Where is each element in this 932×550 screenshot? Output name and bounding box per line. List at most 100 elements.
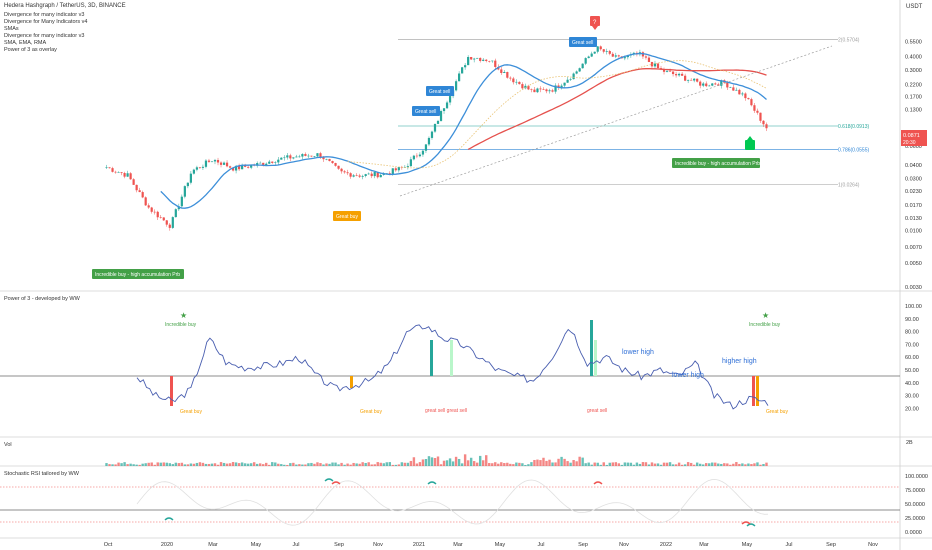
candle-body <box>156 211 159 218</box>
volume-bar <box>729 464 732 466</box>
indicator-5[interactable]: SMA, EMA, RMA <box>4 40 47 46</box>
candle-body <box>587 56 590 59</box>
power-tick: 30.00 <box>905 394 919 400</box>
volume-bar <box>171 464 175 466</box>
fib-label: 1(0.0264) <box>838 182 860 188</box>
indicator-2[interactable]: Divergence for Many Indicators v4 <box>4 19 87 25</box>
candle-body <box>231 167 235 171</box>
fib-levels: 2(0.5704) 0.618(0.0913) 0.786(0.0555) 1(0.0… <box>398 38 869 188</box>
volume-bar <box>644 462 648 466</box>
volume-bar <box>545 460 548 466</box>
candle-body <box>349 173 352 177</box>
candle-body <box>717 84 720 86</box>
volume-bar <box>427 456 431 466</box>
candle-body <box>376 172 379 178</box>
indicator-3[interactable]: SMAs <box>4 26 19 32</box>
candle-body <box>319 153 322 158</box>
price-axis[interactable]: 0.55000.40000.30000.22000.17000.13000.07… <box>905 39 922 291</box>
buy-flag-bottom[interactable] <box>745 136 755 150</box>
candle-body <box>479 57 482 61</box>
great-sell-label-3[interactable]: Great sell <box>569 37 597 47</box>
volume-bar <box>424 459 428 466</box>
volume-bar <box>258 463 262 466</box>
indicator-1[interactable]: Divergence for many indicator v3 <box>4 12 84 18</box>
volume-bar <box>445 460 449 466</box>
volume-bar <box>277 463 280 466</box>
candle-body <box>228 166 232 168</box>
volume-bar <box>744 464 747 466</box>
great-buy-label[interactable]: Great buy <box>333 211 361 221</box>
incredible-buy-label-1[interactable]: Incredible buy - high accumulation Prb <box>92 269 184 279</box>
candle-body <box>759 112 762 121</box>
candle-body <box>262 162 265 166</box>
volume-bar <box>695 462 699 466</box>
volume-bar <box>569 462 572 466</box>
stoch-signal <box>331 481 341 485</box>
stoch-tick: 0.0000 <box>905 530 922 536</box>
sma-blue-line <box>160 52 767 209</box>
time-axis[interactable]: Oct 2020 Mar May Jul Sep Nov 2021 Mar May Jul Sep No… <box>104 542 878 548</box>
candle-body <box>599 46 602 50</box>
candle-body <box>234 165 238 171</box>
power-tick: 90.00 <box>905 317 919 323</box>
sell-flag-top[interactable]: ? <box>590 16 600 30</box>
incredible-buy-label-2[interactable]: Incredible buy - high accumulation Prb <box>672 158 760 168</box>
volume-bar <box>472 461 476 466</box>
indicator-6[interactable]: Power of 3 as overlay <box>4 47 57 53</box>
ema-yellow-line <box>347 60 767 169</box>
volume-bar <box>714 462 717 466</box>
volume-bar <box>274 462 277 466</box>
time-tick: Nov <box>868 542 878 548</box>
candle-body <box>605 51 608 52</box>
volume-bar <box>204 463 208 466</box>
time-tick: Mar <box>699 542 709 548</box>
great-sell-label-1[interactable]: Great sell <box>412 106 440 116</box>
candle-body <box>714 83 717 85</box>
candle-body <box>406 166 409 168</box>
indicator-4[interactable]: Divergence for many indicator v3 <box>4 33 84 39</box>
volume-bar <box>711 462 714 466</box>
time-tick: Sep <box>826 542 836 548</box>
candle-body <box>207 160 211 162</box>
volume-bar <box>674 464 678 466</box>
volume-bar <box>518 462 521 466</box>
volume-bar <box>614 462 618 466</box>
candle-body <box>693 78 696 81</box>
volume-bar <box>156 462 159 466</box>
volume-bar <box>668 462 672 466</box>
volume-bar <box>617 463 621 466</box>
volume-bar <box>448 458 452 466</box>
volume-bar <box>732 463 735 466</box>
candle-body <box>162 217 165 221</box>
candle-body <box>542 89 545 90</box>
candle-body <box>180 196 183 207</box>
candle-body <box>753 105 756 111</box>
volume-bar <box>747 463 750 466</box>
candle-body <box>545 89 548 92</box>
volume-bar <box>295 464 298 466</box>
candle-body <box>548 90 551 92</box>
candle-body <box>225 162 229 167</box>
candle-body <box>590 53 593 57</box>
candle-body <box>711 83 714 86</box>
price-tick: 0.0070 <box>905 245 922 251</box>
great-sell-label-2[interactable]: Great sell <box>426 86 454 96</box>
volume-bar <box>123 462 126 466</box>
candle-body <box>265 163 268 166</box>
volume-bar <box>316 462 319 466</box>
candle-body <box>702 83 705 86</box>
candle-body <box>313 156 316 157</box>
candle-body <box>259 162 262 164</box>
candle-body <box>765 124 768 129</box>
volume-bar <box>629 462 633 466</box>
volume-bar <box>623 462 627 466</box>
time-tick: May <box>495 542 506 548</box>
stoch-signal <box>164 517 174 521</box>
candle-body <box>277 159 280 163</box>
candle-body <box>729 87 732 88</box>
volume-bar <box>240 462 244 466</box>
great-buy-text: Great buy <box>336 214 358 220</box>
candle-body <box>747 98 750 100</box>
volume-bar <box>198 462 202 466</box>
candle-body <box>316 153 319 157</box>
